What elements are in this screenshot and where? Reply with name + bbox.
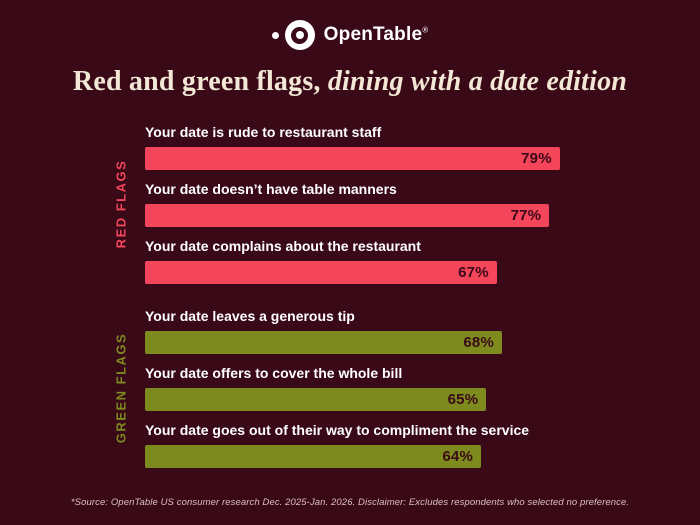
bar-chart: RED FLAGS Your date is rude to restauran… <box>114 124 670 468</box>
bar-red-2: 77% <box>145 204 550 227</box>
logo-circle-icon <box>284 20 315 50</box>
title-italic: dining with a date edition <box>327 66 628 97</box>
page-title: Red and green flags, dining with a date … <box>0 66 700 98</box>
opentable-logo-icon <box>271 20 315 50</box>
bar-green-2: 65% <box>145 388 487 411</box>
bar-row: Your date leaves a generous tip 68% <box>145 308 670 354</box>
bar-row: Your date complains about the restaurant… <box>145 238 670 284</box>
bar-label: Your date is rude to restaurant staff <box>145 124 382 140</box>
bar-label: Your date goes out of their way to compl… <box>145 422 530 438</box>
brand-name: OpenTable <box>323 24 423 45</box>
bar-label: Your date complains about the restaurant <box>145 238 421 254</box>
bar-value: 65% <box>447 391 479 408</box>
bar-value: 68% <box>463 334 494 351</box>
bar-row: Your date doesn’t have table manners 77% <box>145 181 670 227</box>
bar-row: Your date offers to cover the whole bill… <box>145 365 670 411</box>
registered-mark: ® <box>422 25 429 35</box>
title-regular: Red and green flags, <box>72 66 328 97</box>
bar-row: Your date is rude to restaurant staff 79… <box>145 124 670 170</box>
source-footnote: *Source: OpenTable US consumer research … <box>70 497 630 508</box>
group-label-green-flags: GREEN FLAGS <box>113 332 129 444</box>
logo-dot-icon <box>271 31 279 39</box>
bar-value: 67% <box>458 264 489 281</box>
group-red-flags: RED FLAGS Your date is rude to restauran… <box>114 124 670 284</box>
opentable-logo: OpenTable® <box>0 0 700 50</box>
group-label-red-flags: RED FLAGS <box>113 159 129 249</box>
bar-red-3: 67% <box>145 261 497 284</box>
brand-wordmark: OpenTable® <box>324 24 429 46</box>
bar-green-1: 68% <box>145 331 502 354</box>
logo-circle-core <box>295 31 304 39</box>
bar-value: 64% <box>442 448 473 465</box>
logo-circle-inner <box>291 26 309 44</box>
bar-red-1: 79% <box>145 147 560 170</box>
bar-value: 79% <box>521 150 552 167</box>
bar-green-3: 64% <box>145 445 481 468</box>
group-green-flags: GREEN FLAGS Your date leaves a generous … <box>114 308 670 468</box>
bar-label: Your date leaves a generous tip <box>145 308 355 324</box>
bar-row: Your date goes out of their way to compl… <box>145 422 670 468</box>
bar-label: Your date doesn’t have table manners <box>145 181 397 197</box>
bar-label: Your date offers to cover the whole bill <box>145 365 403 381</box>
bar-value: 77% <box>510 207 542 224</box>
